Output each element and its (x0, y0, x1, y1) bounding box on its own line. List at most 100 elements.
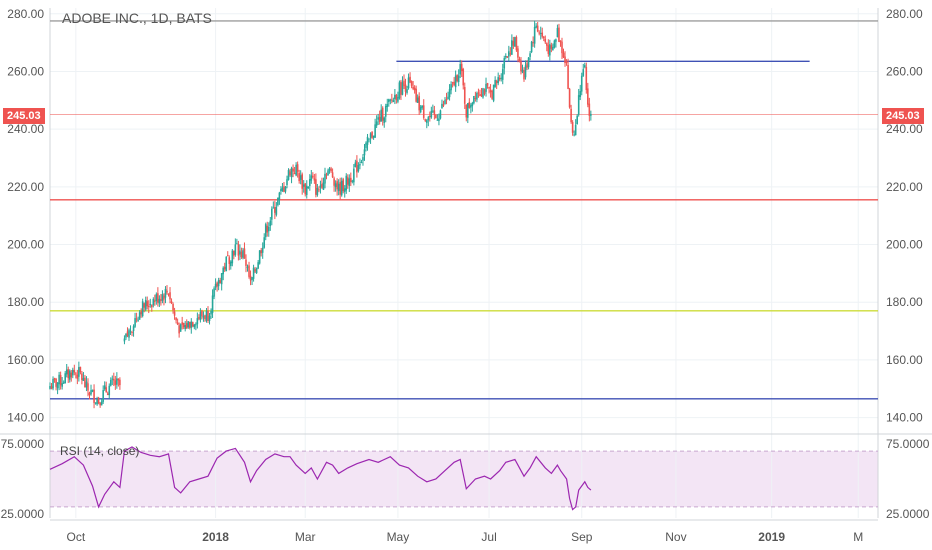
candle-body (416, 97, 419, 103)
candle-body (429, 116, 431, 118)
candle-body (576, 115, 578, 125)
candle-body (521, 69, 524, 73)
candle-body (272, 207, 275, 209)
x-tick-label: 2018 (202, 530, 229, 544)
candle-body (126, 331, 129, 337)
candle-body (422, 105, 425, 118)
candle-body (539, 32, 542, 34)
candle-body (460, 63, 463, 72)
candle-body (286, 179, 288, 186)
candle-body (322, 182, 325, 190)
candle-body (298, 173, 300, 182)
candle-body (583, 65, 586, 68)
candle-body (444, 100, 446, 105)
candle-body (465, 104, 468, 118)
last-price-badge-right: 245.03 (882, 108, 924, 124)
candle-body (290, 168, 293, 178)
candle-body (339, 182, 341, 195)
candle-body (284, 186, 287, 192)
candle-body (533, 26, 536, 44)
candle-body (394, 94, 396, 99)
candle-body (316, 187, 319, 196)
candle-body (360, 162, 363, 164)
candle-body (67, 369, 70, 379)
candle-body (558, 27, 560, 42)
candle-body (470, 105, 472, 108)
candle-body (377, 117, 379, 120)
candle-body (245, 259, 247, 266)
candle-body (336, 181, 338, 190)
candle-body (88, 392, 91, 396)
candle-body (526, 63, 528, 68)
candle-body (463, 87, 466, 104)
candle-body (275, 207, 278, 215)
candle-body (345, 175, 348, 191)
y-tick-label-left: 200.00 (7, 238, 44, 252)
candle-body (451, 82, 454, 84)
candle-body (58, 374, 60, 385)
candle-body (105, 387, 108, 393)
candle-body (56, 382, 59, 389)
candle-body (508, 51, 510, 57)
candle-body (257, 262, 259, 269)
candle-body (473, 95, 475, 104)
candle-body (146, 301, 149, 307)
candle-body (392, 100, 395, 103)
candle-body (356, 160, 358, 173)
candle-body (263, 237, 266, 248)
candle-body (71, 369, 74, 376)
candle-body (195, 324, 197, 326)
x-tick-label: 2019 (758, 530, 785, 544)
candle-body (381, 107, 384, 121)
candle-body (49, 385, 51, 389)
candle-body (76, 374, 79, 379)
y-tick-label-left: 140.00 (7, 411, 44, 425)
candle-body (62, 382, 65, 384)
candle-body (225, 256, 228, 272)
candle-body (73, 370, 76, 373)
candle-body (571, 122, 574, 133)
candle-body (588, 103, 591, 116)
candle-body (223, 266, 226, 270)
candle-body (237, 244, 240, 256)
candle-body (418, 96, 420, 111)
candle-body (196, 318, 199, 325)
candle-body (55, 378, 57, 387)
candle-body (228, 257, 231, 264)
candle-body (81, 373, 83, 380)
candle-body (129, 331, 132, 333)
x-tick-label: Sep (571, 530, 593, 544)
candle-body (220, 273, 223, 285)
candle-body (368, 138, 370, 140)
candle-body (357, 165, 360, 172)
candle-body (202, 316, 205, 318)
candle-body (340, 180, 343, 196)
candle-body (190, 321, 193, 328)
candle-body (570, 108, 572, 123)
candle-body (222, 267, 224, 275)
candle-body (292, 168, 294, 172)
candle-body (289, 171, 291, 176)
candle-body (70, 372, 73, 378)
y-tick-label-left: 260.00 (7, 64, 44, 78)
candle-body (99, 402, 101, 406)
candle-body (116, 378, 118, 385)
x-tick-label: May (387, 530, 410, 544)
candle-body (266, 225, 269, 233)
candle-body (391, 99, 393, 101)
candle-body (518, 58, 521, 62)
candle-body (108, 385, 111, 396)
candle-body (369, 133, 372, 138)
candle-body (412, 86, 414, 89)
candle-body (353, 168, 355, 183)
candle-body (182, 322, 185, 328)
candle-body (363, 149, 366, 156)
candle-body (93, 389, 95, 403)
candle-body (468, 101, 471, 108)
candle-body (529, 53, 531, 57)
candle-body (430, 110, 433, 118)
candle-body (205, 310, 208, 321)
candle-body (164, 288, 167, 298)
candle-body (163, 295, 165, 300)
